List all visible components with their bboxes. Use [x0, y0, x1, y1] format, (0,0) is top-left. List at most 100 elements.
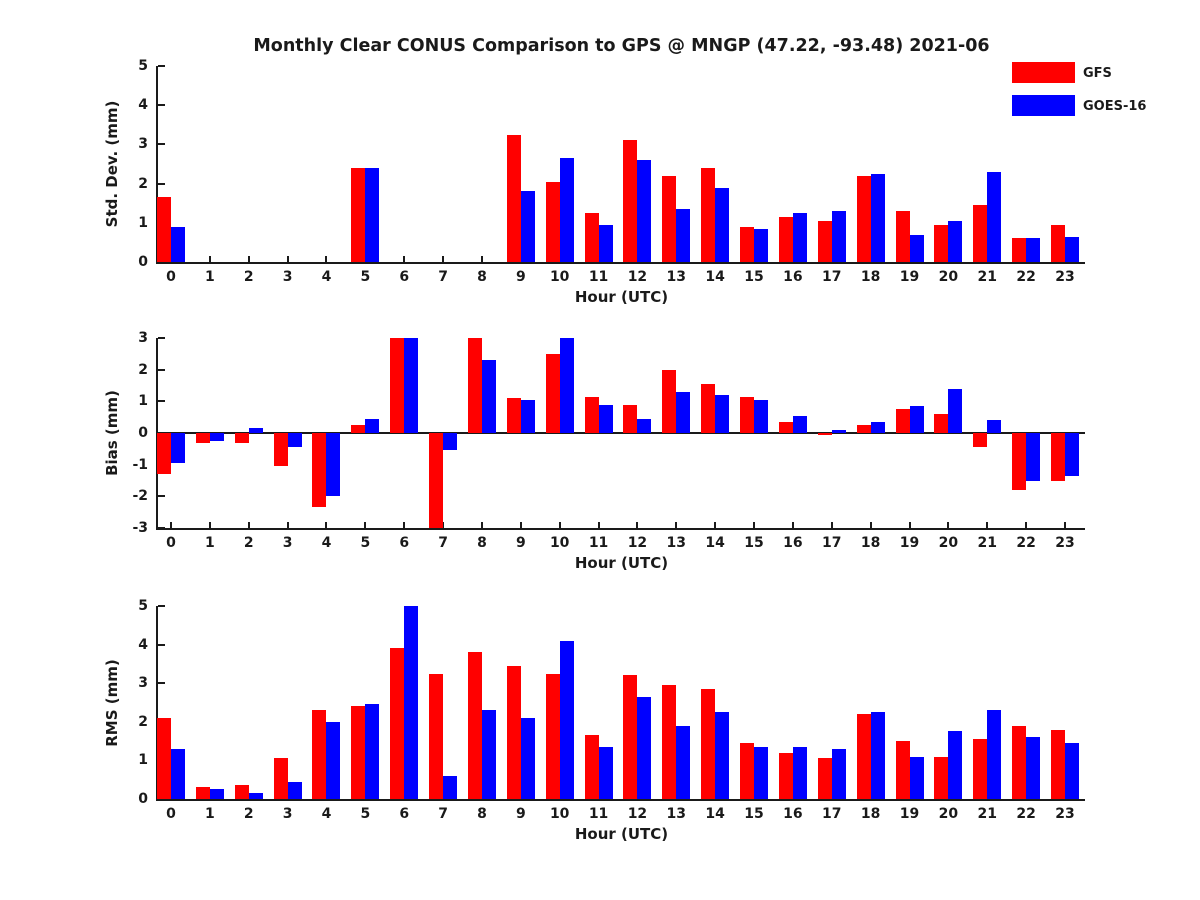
- x-tick-label: 6: [399, 269, 410, 285]
- y-tick-label: 5: [138, 598, 148, 614]
- bar-goes-16-hour-18: [870, 421, 885, 433]
- bar-goes-16-hour-15: [754, 399, 769, 433]
- bar-gfs-hour-3: [273, 433, 288, 467]
- y-tick-label: 3: [138, 330, 148, 346]
- x-tick-label: 6: [399, 806, 410, 822]
- bar-gfs-hour-2: [234, 785, 249, 799]
- y-tick: [158, 643, 165, 646]
- x-axis-spine: [156, 262, 1085, 264]
- bar-gfs-hour-18: [856, 175, 871, 262]
- bar-goes-16-hour-10: [559, 640, 574, 799]
- x-tick-label: 11: [588, 269, 609, 285]
- bar-goes-16-hour-12: [637, 418, 652, 433]
- x-tick: [170, 522, 172, 528]
- bar-goes-16-hour-6: [404, 606, 419, 799]
- bar-goes-16-hour-6: [404, 338, 419, 433]
- x-tick-label: 11: [588, 806, 609, 822]
- bar-gfs-hour-17: [817, 433, 832, 436]
- bar-gfs-hour-14: [701, 383, 716, 433]
- bar-goes-16-hour-1: [209, 789, 224, 799]
- bar-gfs-hour-22: [1012, 725, 1027, 799]
- x-tick-label: 7: [438, 535, 448, 551]
- y-tick-label: -2: [132, 488, 148, 505]
- x-tick: [947, 522, 950, 528]
- bar-gfs-hour-16: [778, 421, 793, 433]
- bar-goes-16-hour-10: [559, 158, 574, 262]
- y-tick: [158, 104, 165, 107]
- x-axis-label-bias: Hour (UTC): [574, 554, 669, 572]
- bar-gfs-hour-15: [740, 226, 755, 262]
- bar-gfs-hour-12: [623, 675, 638, 799]
- x-tick-label: 0: [166, 269, 176, 285]
- x-tick: [442, 256, 445, 262]
- y-tick-label: 2: [138, 361, 148, 378]
- bar-goes-16-hour-17: [831, 211, 846, 262]
- x-tick: [208, 256, 211, 262]
- x-tick-label: 0: [166, 535, 176, 551]
- bar-gfs-hour-13: [662, 175, 677, 262]
- bar-goes-16-hour-14: [715, 712, 730, 799]
- bar-gfs-hour-19: [895, 409, 910, 433]
- x-tick: [325, 522, 328, 528]
- bar-gfs-hour-0: [157, 433, 171, 475]
- y-tick-label: 1: [138, 214, 148, 231]
- x-tick: [247, 256, 250, 262]
- bar-goes-16-hour-22: [1026, 433, 1041, 481]
- bar-gfs-hour-23: [1051, 729, 1065, 799]
- bar-gfs-hour-12: [623, 404, 638, 433]
- bar-goes-16-hour-9: [520, 399, 535, 433]
- bar-goes-16-hour-21: [987, 420, 1002, 433]
- x-tick-label: 4: [321, 269, 332, 285]
- x-tick: [1025, 522, 1028, 528]
- bar-gfs-hour-11: [584, 735, 599, 799]
- bar-gfs-hour-13: [662, 685, 677, 799]
- x-tick-label: 10: [549, 535, 570, 551]
- bar-goes-16-hour-7: [443, 775, 458, 799]
- x-tick-label: 7: [438, 806, 448, 822]
- bar-gfs-hour-23: [1051, 224, 1065, 262]
- bar-gfs-hour-0: [157, 717, 171, 799]
- x-tick-label: 6: [399, 535, 410, 551]
- bar-goes-16-hour-1: [209, 433, 224, 441]
- x-tick-label: 9: [515, 806, 526, 822]
- x-tick-label: 16: [783, 806, 803, 822]
- bar-gfs-hour-11: [584, 396, 599, 433]
- x-tick-label: 9: [515, 269, 526, 285]
- x-tick-label: 21: [977, 535, 997, 551]
- x-tick-label: 20: [938, 806, 959, 822]
- bar-goes-16-hour-8: [481, 710, 496, 799]
- x-tick-label: 13: [666, 535, 687, 551]
- bar-gfs-hour-16: [778, 216, 793, 262]
- x-tick-label: 21: [977, 269, 997, 285]
- bar-goes-16-hour-19: [909, 234, 924, 262]
- bar-goes-16-hour-16: [792, 415, 807, 433]
- zero-line: [156, 432, 1085, 434]
- bar-goes-16-hour-11: [598, 746, 613, 799]
- bar-gfs-hour-7: [429, 673, 444, 799]
- bar-goes-16-hour-23: [1065, 236, 1079, 262]
- bar-goes-16-hour-16: [792, 746, 807, 799]
- bar-goes-16-hour-19: [909, 756, 924, 799]
- x-tick-label: 23: [1055, 806, 1075, 822]
- legend-label-gfs: GFS: [1083, 66, 1112, 81]
- x-tick: [480, 522, 483, 528]
- x-tick-label: 23: [1055, 269, 1075, 285]
- bar-gfs-hour-17: [817, 758, 832, 799]
- y-tick-label: 5: [138, 58, 148, 74]
- x-tick-label: 10: [549, 806, 570, 822]
- bar-goes-16-hour-0: [171, 226, 185, 262]
- x-tick-label: 12: [627, 806, 648, 822]
- bar-goes-16-hour-0: [171, 433, 185, 464]
- bar-gfs-hour-14: [701, 688, 716, 799]
- bar-gfs-hour-1: [195, 433, 210, 443]
- x-tick-label: 1: [204, 535, 215, 551]
- x-tick: [403, 522, 406, 528]
- bar-gfs-hour-20: [934, 414, 949, 433]
- bar-goes-16-hour-11: [598, 404, 613, 433]
- y-tick: [158, 368, 165, 371]
- bar-gfs-hour-19: [895, 211, 910, 262]
- x-tick-label: 16: [783, 535, 803, 551]
- x-axis-label-std-dev: Hour (UTC): [574, 288, 669, 306]
- bar-gfs-hour-9: [506, 665, 521, 799]
